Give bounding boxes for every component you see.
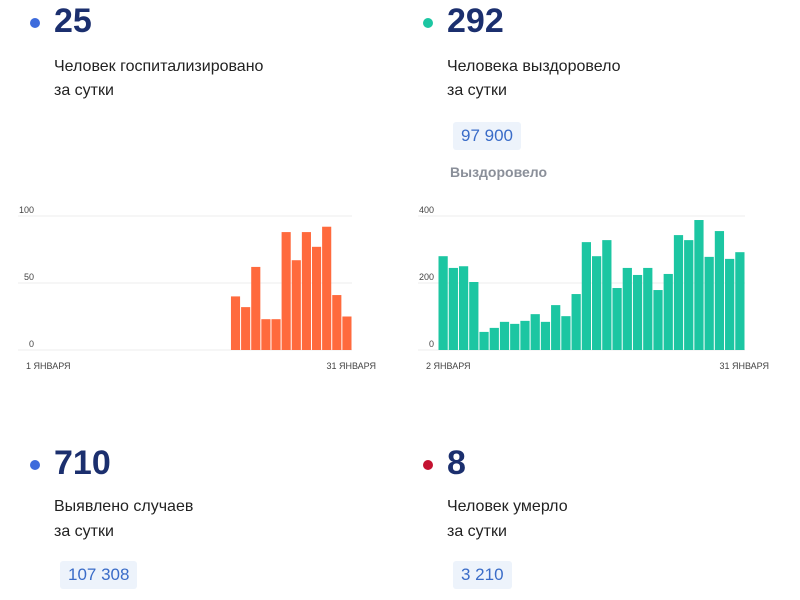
bar [714, 231, 725, 350]
bar [489, 327, 499, 350]
bar [684, 240, 694, 350]
x-tick-label: 2 ЯНВАРЯ [426, 361, 471, 371]
bar [322, 226, 332, 350]
bar [261, 319, 271, 350]
y-tick-label: 100 [19, 205, 34, 215]
y-tick-label: 50 [24, 272, 34, 282]
stat-label: за сутки [54, 82, 114, 99]
stat-label: за сутки [447, 82, 507, 99]
bar [230, 296, 241, 350]
total: 3 210 [453, 561, 512, 589]
dot [30, 460, 40, 470]
stat-label: за сутки [447, 523, 507, 540]
x-tick-label: 31 ЯНВАРЯ [326, 361, 376, 371]
bar [271, 319, 281, 350]
bar [301, 232, 311, 350]
bar [694, 220, 704, 350]
bar [561, 316, 571, 350]
bar [632, 274, 643, 350]
bar [725, 258, 735, 350]
bar [612, 288, 622, 350]
stat-label: Человека выздоровело [447, 58, 621, 75]
stat-value: 8 [447, 444, 466, 482]
y-tick-label: 200 [419, 272, 434, 282]
bar [311, 246, 322, 350]
y-tick-label: 0 [429, 339, 434, 349]
bar [332, 295, 342, 350]
bar [479, 331, 489, 350]
bar [571, 294, 581, 350]
total: 97 900 [453, 122, 521, 150]
bar [735, 252, 745, 350]
dot [423, 18, 433, 28]
bar [592, 256, 602, 350]
total: 107 308 [60, 561, 138, 589]
stat-value: 25 [54, 2, 92, 40]
y-tick-label: 400 [419, 205, 434, 215]
stat-label: Выявлено случаев [54, 498, 194, 515]
bar [438, 256, 448, 350]
bar [653, 290, 663, 350]
bar [530, 314, 540, 350]
bar [342, 316, 352, 350]
bar [520, 320, 530, 350]
bar [510, 323, 520, 350]
stat-value: 292 [447, 2, 504, 40]
bar [291, 260, 301, 350]
stat-label: за сутки [54, 523, 114, 540]
stat-label: Человек госпитализировано [54, 58, 264, 75]
bar [448, 267, 458, 350]
y-tick-label: 0 [29, 339, 34, 349]
bar [281, 232, 291, 350]
bar [704, 256, 714, 350]
bar [643, 267, 653, 350]
bar [540, 321, 551, 350]
bar [673, 235, 684, 350]
dot [30, 18, 40, 28]
stat-value: 710 [54, 444, 111, 482]
bar [241, 307, 251, 350]
bar [251, 266, 261, 350]
bar [581, 242, 591, 350]
stat-label: Человек умерло [447, 498, 568, 515]
x-tick-label: 31 ЯНВАРЯ [719, 361, 769, 371]
bar [469, 281, 479, 350]
bar [499, 321, 510, 350]
bar [551, 305, 561, 350]
bar [602, 240, 612, 350]
bar [663, 273, 673, 350]
x-tick-label: 1 ЯНВАРЯ [26, 361, 71, 371]
bar [622, 267, 632, 350]
dot [423, 460, 433, 470]
bar [458, 266, 469, 350]
total-caption: Выздоровело [450, 164, 548, 180]
